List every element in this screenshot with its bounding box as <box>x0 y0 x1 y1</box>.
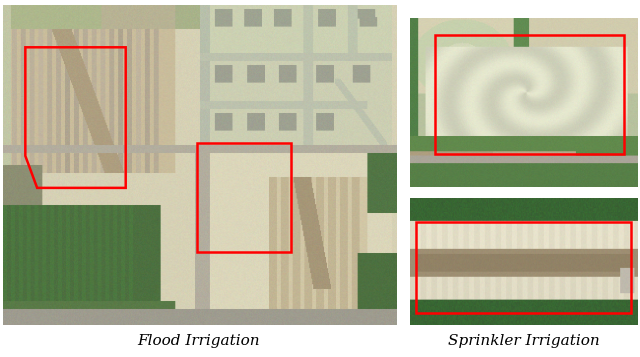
Text: Flood Irrigation: Flood Irrigation <box>137 334 260 348</box>
Bar <box>435 35 624 154</box>
Bar <box>415 222 632 313</box>
Text: Sprinkler Irrigation: Sprinkler Irrigation <box>447 334 600 348</box>
Bar <box>196 143 291 252</box>
